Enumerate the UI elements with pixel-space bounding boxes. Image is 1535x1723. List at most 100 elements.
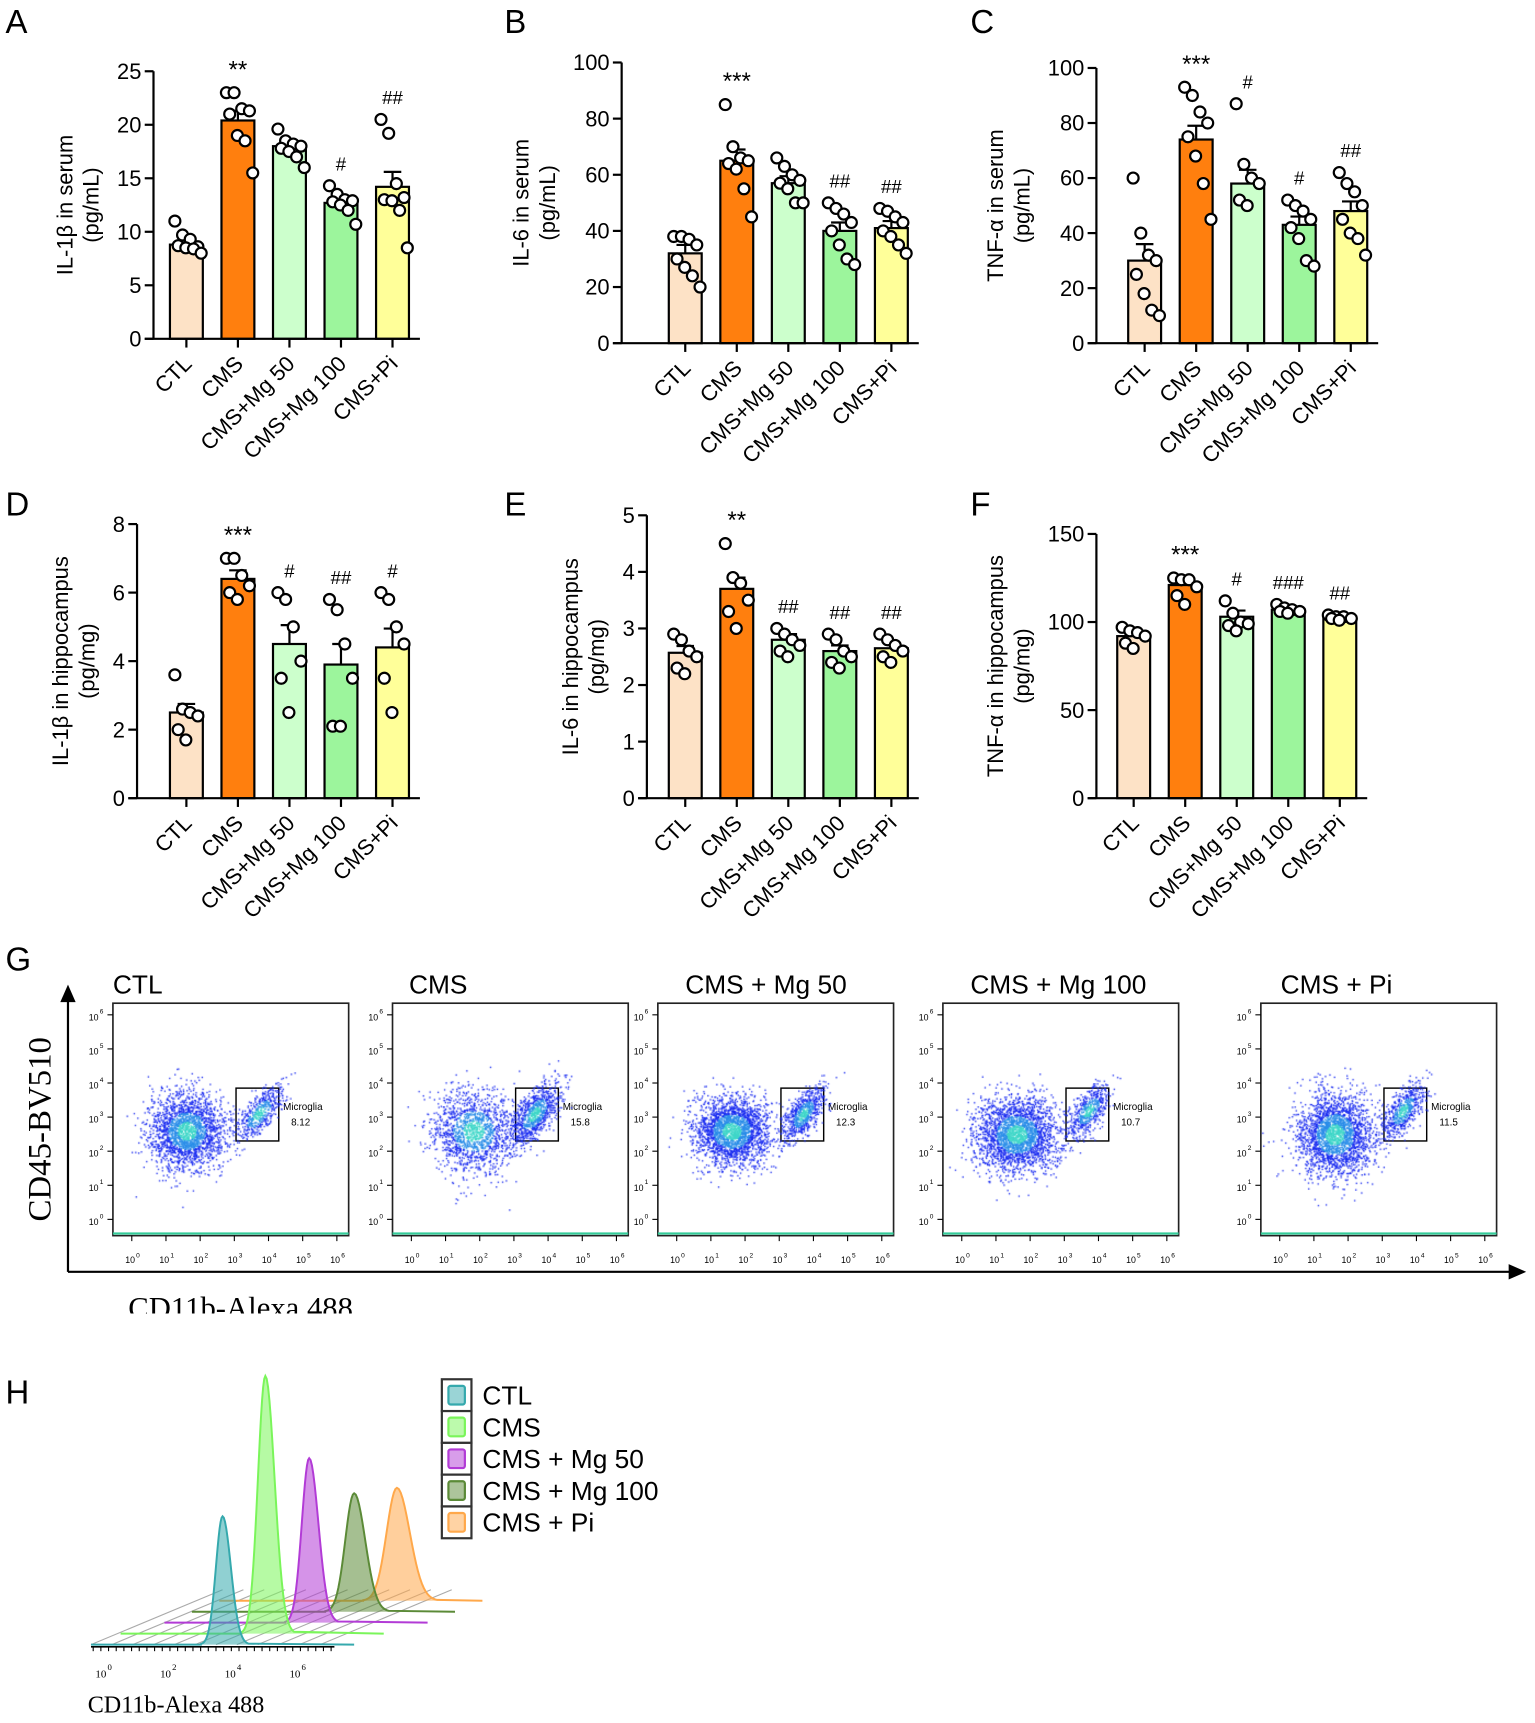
y-axis-label: TNF-α in serum	[983, 129, 1008, 282]
y-axis-label: IL-6 in hippocampus	[558, 558, 583, 755]
y-tick-exponent: 5	[379, 1043, 383, 1050]
data-point	[884, 229, 898, 244]
data-point	[271, 122, 285, 136]
x-tick-exponent: 4	[1103, 1253, 1107, 1260]
data-point	[777, 159, 792, 173]
y-tick-exponent: 1	[645, 1179, 649, 1186]
data-point	[389, 620, 403, 634]
data-point	[726, 140, 740, 154]
data-point	[1190, 580, 1204, 594]
y-tick-base: 10	[368, 1149, 378, 1159]
y-tick-base: 10	[1237, 1012, 1247, 1022]
y-tick-label: 60	[585, 162, 609, 187]
data-point	[1226, 606, 1240, 620]
x-tick-base: 10	[289, 1668, 300, 1680]
y-tick-label: 0	[113, 786, 125, 811]
y-tick-label: 5	[623, 503, 635, 528]
significance-label: **	[727, 507, 746, 534]
legend-label: CMS + Mg 50	[482, 1444, 644, 1474]
y-tick-label: 3	[623, 616, 635, 641]
data-point	[1134, 226, 1148, 240]
y-tick-label: 0	[1072, 786, 1084, 811]
y-tick-label: 150	[1048, 522, 1085, 547]
data-point	[374, 112, 388, 126]
data-point	[227, 551, 241, 565]
flow-plot-title: CMS + Mg 100	[970, 969, 1146, 999]
y-tick-label: 0	[129, 326, 141, 351]
y-tick-base: 10	[89, 1046, 99, 1056]
y-tick-base: 10	[919, 1115, 929, 1125]
data-point	[230, 592, 244, 607]
flow-plot-title: CMS + Mg 50	[685, 969, 847, 999]
x-tick-base: 10	[159, 1255, 169, 1265]
y-tick-label: 100	[573, 50, 610, 75]
x-tick-exponent: 2	[205, 1253, 209, 1260]
bar-chart-E: CTL**CMS##CMS+Mg 50##CMS+Mg 100##CMS+Pi0…	[558, 503, 919, 923]
bar	[220, 119, 256, 340]
data-point	[1307, 259, 1321, 273]
flow-x-axis-label: CD11b-Alexa 488	[128, 1291, 353, 1325]
data-point	[1149, 254, 1163, 268]
data-point	[1351, 232, 1365, 246]
x-tick-base: 10	[405, 1255, 415, 1265]
x-tick-base: 10	[194, 1255, 204, 1265]
x-tick-exponent: 0	[416, 1253, 420, 1260]
x-tick-exponent: 4	[273, 1253, 277, 1260]
data-point	[1241, 617, 1255, 631]
x-tick-exponent: 5	[1455, 1253, 1459, 1260]
data-point	[223, 107, 237, 121]
data-point	[1284, 221, 1298, 235]
significance-label: ##	[881, 602, 902, 623]
data-point	[179, 733, 193, 747]
significance-label: #	[1232, 569, 1243, 590]
data-point	[745, 210, 759, 224]
data-point	[1332, 165, 1346, 180]
y-tick-exponent: 0	[930, 1213, 934, 1220]
x-tick-base: 10	[1444, 1255, 1454, 1265]
data-point	[896, 644, 910, 658]
data-point	[1252, 176, 1266, 191]
x-tick-base: 10	[576, 1255, 586, 1265]
y-tick-label: 8	[113, 512, 125, 537]
data-point	[168, 668, 182, 682]
bar	[1167, 583, 1203, 800]
y-tick-base: 10	[919, 1217, 929, 1227]
data-point	[1355, 198, 1369, 213]
panel-letter: B	[504, 3, 526, 40]
y-tick-base: 10	[1237, 1149, 1247, 1159]
panel-letter: D	[5, 485, 29, 522]
data-point	[345, 671, 360, 685]
data-point	[1138, 629, 1152, 643]
data-point	[832, 661, 846, 675]
x-tick-exponent: 6	[302, 1662, 307, 1672]
data-point	[227, 86, 241, 100]
data-point	[891, 238, 906, 252]
y-tick-exponent: 5	[100, 1043, 104, 1050]
y-tick-label: 60	[1060, 166, 1084, 191]
y-tick-base: 10	[368, 1046, 378, 1056]
flow-scatter-dots	[942, 1003, 1179, 1236]
y-tick-base: 10	[634, 1217, 644, 1227]
data-point	[829, 633, 843, 647]
y-axis-label: (pg/mL)	[79, 167, 104, 242]
legend-swatch	[447, 1480, 466, 1501]
y-tick-base: 10	[919, 1183, 929, 1193]
y-tick-exponent: 6	[930, 1009, 934, 1016]
y-axis-label: (pg/mg)	[74, 623, 99, 698]
y-tick-base: 10	[368, 1183, 378, 1193]
y-tick-exponent: 3	[930, 1111, 934, 1118]
data-point	[896, 215, 910, 230]
data-point	[1189, 149, 1203, 163]
data-point	[1170, 589, 1184, 603]
panel-letter: E	[504, 485, 526, 522]
histogram-curve	[91, 1514, 355, 1646]
data-point	[294, 654, 308, 668]
x-tick-base: 10	[1376, 1255, 1386, 1265]
y-tick-exponent: 6	[645, 1009, 649, 1016]
significance-label: ##	[382, 87, 403, 108]
x-tick-exponent: 4	[1421, 1253, 1425, 1260]
data-point	[1201, 116, 1215, 130]
data-point	[1229, 97, 1243, 111]
x-tick-exponent: 1	[1318, 1253, 1322, 1260]
